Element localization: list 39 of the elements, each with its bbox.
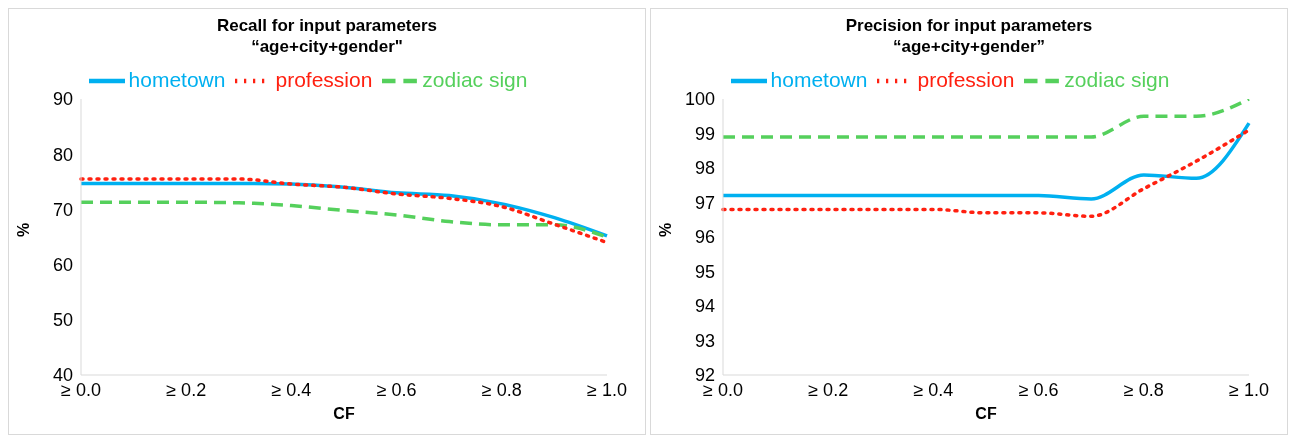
x-tick-label: ≥ 0.8 [1123, 379, 1164, 400]
y-tick-label: 92 [694, 365, 715, 386]
y-tick-label: 93 [694, 330, 715, 351]
x-tick-label: ≥ 0.8 [481, 379, 522, 400]
x-tick-label: ≥ 0.4 [271, 379, 312, 400]
line-series [721, 128, 1251, 219]
legend-label: zodiac sign [1064, 67, 1170, 91]
line-series [721, 121, 1251, 201]
legend-label: hometown [770, 67, 868, 91]
x-axis-title: CF [333, 405, 355, 422]
y-axis-title: % [656, 222, 674, 237]
x-tick-label: ≥ 1.0 [587, 379, 627, 400]
y-tick-label: 90 [52, 89, 73, 110]
y-axis-title: % [14, 222, 32, 237]
legend-label: zodiac sign [422, 67, 528, 91]
y-tick-label: 97 [694, 192, 715, 213]
y-tick-label: 95 [694, 261, 715, 282]
chart-title: Precision for input parameters “age+city+gender” [844, 15, 1094, 57]
y-tick-label: 70 [52, 199, 73, 220]
y-tick-label: 50 [52, 310, 73, 331]
y-tick-label: 60 [52, 254, 73, 275]
legend-label: hometown [128, 67, 226, 91]
y-tick-label: 80 [52, 144, 73, 165]
legend-label: profession [917, 67, 1015, 91]
y-tick-label: 40 [52, 365, 73, 386]
y-tick-label: 99 [694, 123, 715, 144]
y-tick-label: 94 [694, 296, 715, 317]
y-tick-label: 100 [684, 89, 715, 110]
x-tick-label: ≥ 0.4 [913, 379, 954, 400]
x-tick-label: ≥ 0.2 [808, 379, 849, 400]
y-tick-label: 96 [694, 227, 715, 248]
chart-title: Recall for input parameters “age+city+gender" [215, 15, 439, 57]
x-tick-label: ≥ 0.6 [1018, 379, 1059, 400]
x-tick-label: ≥ 1.0 [1229, 379, 1269, 400]
x-tick-label: ≥ 0.2 [166, 379, 207, 400]
x-tick-label: ≥ 0.6 [376, 379, 417, 400]
legend-label: profession [275, 67, 373, 91]
y-tick-label: 98 [694, 158, 715, 179]
x-axis-title: CF [975, 405, 997, 422]
